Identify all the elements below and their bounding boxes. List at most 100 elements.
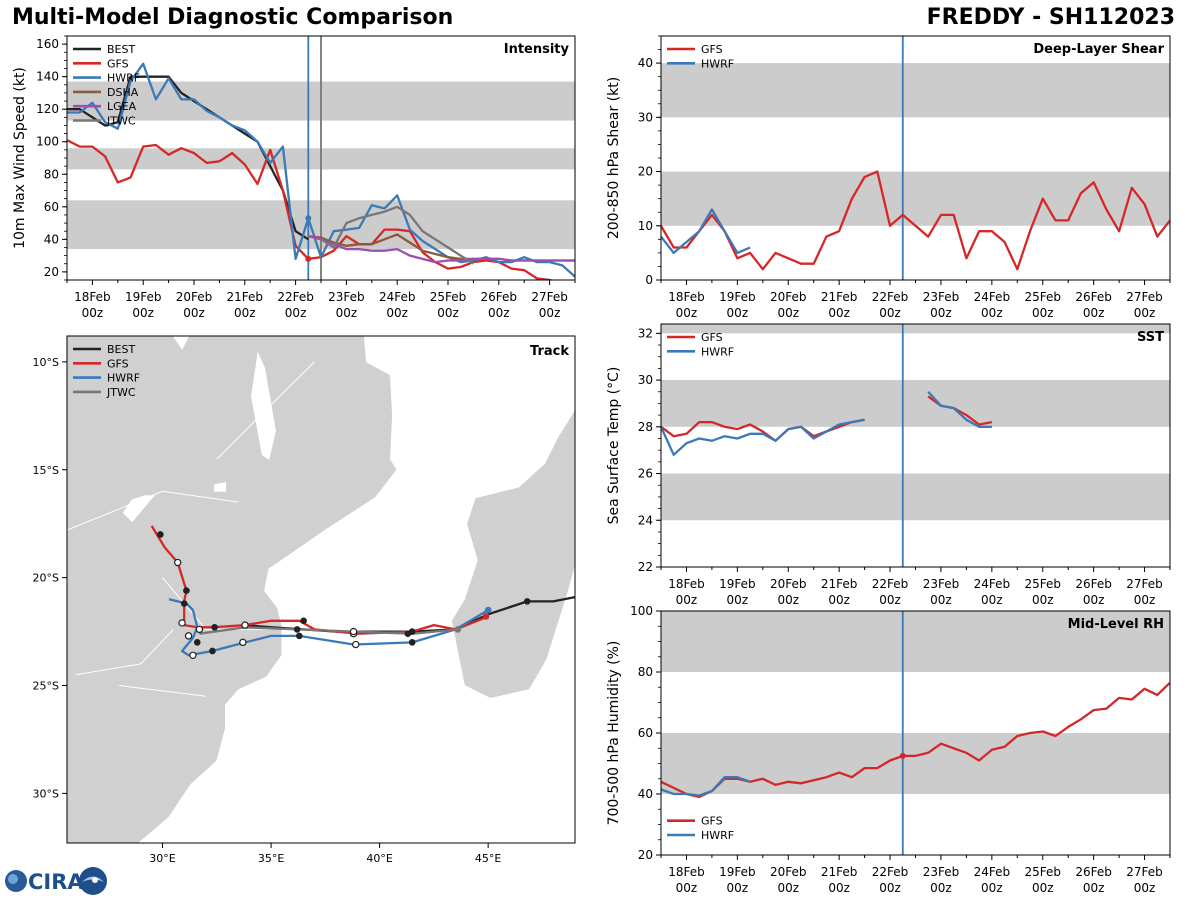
- intensity-legend-label-jtwc: JTWC: [106, 115, 136, 128]
- intensity-x-hour-label: 00z: [488, 306, 510, 320]
- intensity-x-day-label: 20Feb: [176, 290, 213, 304]
- shear-y-tick-label: 30: [638, 110, 653, 124]
- intensity-series-jtwc-5: [320, 205, 475, 265]
- shear-panel-label: Deep-Layer Shear: [1033, 42, 1164, 57]
- sst-x-hour-label: 00z: [930, 593, 952, 607]
- rh-x-day-label: 26Feb: [1075, 865, 1112, 879]
- rh-panel-label: Mid-Level RH: [1068, 617, 1164, 632]
- rh-x-hour-label: 00z: [676, 881, 698, 895]
- sst-x-hour-label: 00z: [1083, 593, 1105, 607]
- intensity-x-day-label: 22Feb: [277, 290, 314, 304]
- rh-legend-label-gfs: GFS: [701, 815, 723, 828]
- sst-y-tick-label: 28: [638, 420, 653, 434]
- lake-shape: [172, 336, 190, 350]
- track-marker-filled: [183, 587, 190, 594]
- intensity-x-day-label: 26Feb: [481, 290, 518, 304]
- sst-series-hwrf-2: [661, 418, 865, 456]
- intensity-y-tick-label: 100: [36, 135, 59, 149]
- sst-x-hour-label: 00z: [727, 593, 749, 607]
- intensity-x-day-label: 24Feb: [379, 290, 416, 304]
- rh-series-hwrf-1: [661, 776, 751, 797]
- track-y-tick-label: 25°S: [33, 680, 59, 693]
- rh-y-tick-label: 80: [638, 665, 653, 679]
- rh-x-hour-label: 00z: [981, 881, 1003, 895]
- rh-legend-label-hwrf: HWRF: [701, 829, 734, 842]
- rh-x-hour-label: 00z: [879, 881, 901, 895]
- sst-x-day-label: 19Feb: [719, 577, 756, 591]
- rh-y-tick-label: 40: [638, 787, 653, 801]
- shear-y-axis-label: 200-850 hPa Shear (kt): [606, 77, 622, 239]
- track-hwrf-current-point: [484, 606, 492, 614]
- sst-x-day-label: 18Feb: [668, 577, 705, 591]
- track-x-tick-label: 40°E: [366, 852, 392, 865]
- africa-landmass: [67, 336, 398, 843]
- sst-y-tick-label: 32: [638, 326, 653, 340]
- track-y-tick-label: 15°S: [33, 464, 59, 477]
- rh-band-1: [661, 611, 1170, 672]
- rh-x-hour-label: 00z: [1083, 881, 1105, 895]
- shear-x-hour-label: 00z: [981, 306, 1003, 320]
- shear-x-hour-label: 00z: [727, 306, 749, 320]
- track-marker-open: [352, 640, 360, 649]
- sst-x-hour-label: 00z: [879, 593, 901, 607]
- shear-x-day-label: 19Feb: [719, 290, 756, 304]
- intensity-x-hour-label: 00z: [183, 306, 205, 320]
- rh-x-day-label: 22Feb: [872, 865, 909, 879]
- intensity-y-tick-label: 40: [44, 232, 59, 246]
- intensity-x-hour-label: 00z: [82, 306, 104, 320]
- rh-x-hour-label: 00z: [828, 881, 850, 895]
- sst-legend-label-hwrf: HWRF: [701, 345, 734, 358]
- sst-x-hour-label: 00z: [981, 593, 1003, 607]
- track-x-tick-label: 45°E: [475, 852, 501, 865]
- shear-x-day-label: 20Feb: [770, 290, 807, 304]
- sst-y-tick-label: 24: [638, 513, 653, 527]
- sst-x-hour-label: 00z: [1032, 593, 1054, 607]
- rh-y-tick-label: 60: [638, 726, 653, 740]
- sst-panel-label: SST: [1137, 330, 1164, 345]
- track-marker-filled: [211, 623, 218, 631]
- intensity-legend-label-dsha: DSHA: [107, 86, 139, 99]
- sst-x-day-label: 21Feb: [821, 577, 858, 591]
- track-marker-open: [239, 638, 247, 647]
- intensity-x-hour-label: 00z: [437, 306, 459, 320]
- sst-frame: [660, 323, 1171, 568]
- intensity-legend-label-lgea: LGEA: [107, 100, 137, 113]
- country-border: [119, 685, 206, 697]
- sst-x-day-label: 22Feb: [872, 577, 909, 591]
- intensity-panel-label: Intensity: [504, 42, 570, 57]
- track-y-tick-label: 10°S: [33, 356, 59, 369]
- country-border: [162, 577, 272, 630]
- track-marker-open: [195, 625, 204, 634]
- intensity-x-hour-label: 00z: [285, 306, 307, 320]
- shear-x-day-label: 22Feb: [872, 290, 909, 304]
- track-x-tick-label: 35°E: [258, 852, 284, 865]
- shear-y-tick-label: 0: [645, 273, 653, 287]
- intensity-y-tick-label: 140: [36, 70, 59, 84]
- intensity-y-tick-label: 160: [36, 37, 59, 51]
- intensity-hwrf-current-point: [305, 215, 312, 222]
- intensity-x-day-label: 19Feb: [125, 290, 162, 304]
- track-marker-filled: [295, 632, 303, 640]
- track-marker-filled: [404, 630, 412, 638]
- shear-legend-label-gfs: GFS: [701, 43, 723, 56]
- intensity-gfs-current-point: [305, 255, 312, 262]
- sst-band-2: [661, 324, 1170, 334]
- intensity-x-day-label: 18Feb: [74, 290, 111, 304]
- sst-y-tick-label: 22: [638, 560, 653, 574]
- sst-x-day-label: 26Feb: [1075, 577, 1112, 591]
- track-marker-filled: [209, 647, 216, 655]
- track-y-tick-label: 20°S: [33, 572, 59, 585]
- track-panel: 30°E 35°E 40°E 45°E 10°S 15°S 20°S 25°S 30°S Trac…: [33, 335, 576, 865]
- rh-gfs-current-point: [899, 752, 906, 759]
- shear-x-day-label: 23Feb: [923, 290, 960, 304]
- intensity-x-hour-label: 00z: [539, 306, 561, 320]
- shear-x-day-label: 27Feb: [1126, 290, 1163, 304]
- shear-x-hour-label: 00z: [828, 306, 850, 320]
- shear-x-day-label: 25Feb: [1024, 290, 1061, 304]
- intensity-x-day-label: 27Feb: [531, 290, 568, 304]
- track-legend-label-jtwc: JTWC: [106, 386, 136, 399]
